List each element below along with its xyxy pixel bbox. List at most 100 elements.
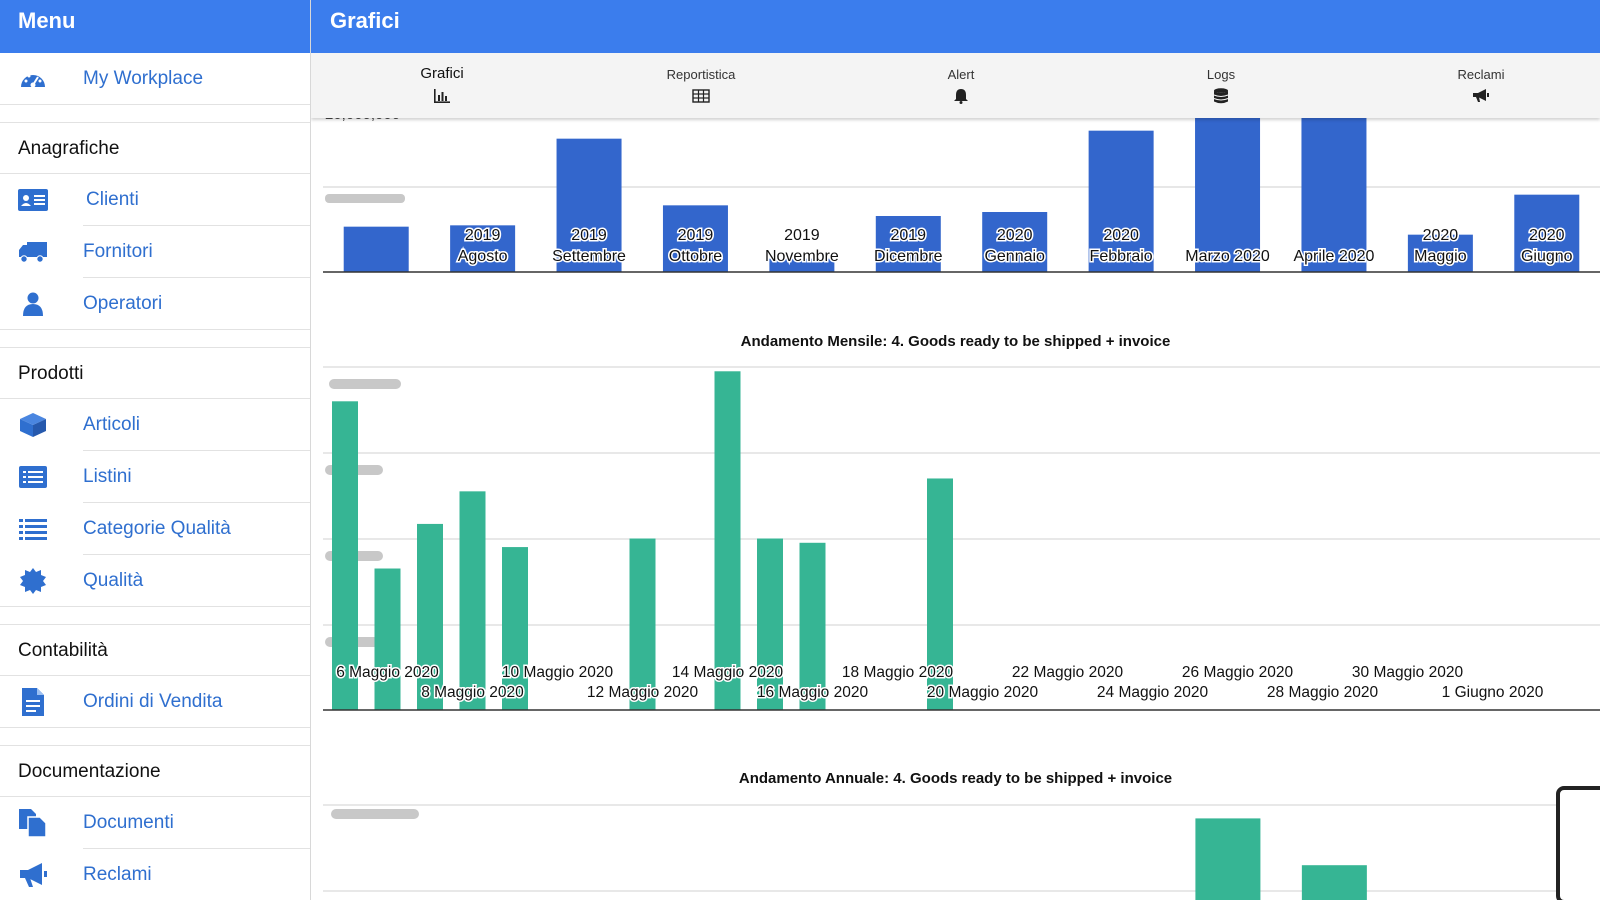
document-icon [18,688,48,716]
bar [1301,105,1367,272]
bar [1301,865,1367,900]
tab-label: Grafici [420,65,464,82]
bar-chart-icon [433,88,451,104]
sidebar-item-clienti[interactable]: Clienti [0,174,310,226]
megaphone-icon [18,861,48,889]
bar [714,371,741,710]
table-icon [692,88,710,104]
x-tick-label: Dicembre [874,248,943,265]
tab-label: Reportistica [666,67,736,82]
sidebar-item-label: Documenti [83,812,174,833]
megaphone-icon [1472,88,1490,104]
x-tick-label: 2020 [997,227,1033,244]
sidebar-item-label: Fornitori [83,241,153,262]
y-tick-label-blurred [331,809,419,819]
charts-area: 20,000,0002019Agosto2019Settembre2019Ott… [311,0,1600,900]
tab-reportistica[interactable]: Reportistica [601,53,801,118]
sidebar: Menu My Workplace Anagrafiche Clienti Fo… [0,0,311,900]
bar [982,212,1048,272]
database-icon [1212,88,1230,104]
section-anagrafiche: Anagrafiche [0,123,310,174]
tab-label: Logs [1206,67,1236,82]
x-tick-label: 2020 [1423,227,1459,244]
sidebar-item-reclami[interactable]: Reclami [0,849,310,900]
x-tick-label: Novembre [765,248,839,265]
bar [417,523,443,710]
x-tick-label: 12 Maggio 2020 [587,684,699,701]
sidebar-item-label: Operatori [83,293,163,314]
chart-monthly: 6 Maggio 2020 10 Maggio 2020 14 Maggio 202… [323,366,1600,711]
tab-alert[interactable]: Alert [861,53,1061,118]
sidebar-item-ordini-di-vendita[interactable]: Ordini di Vendita [0,676,310,728]
sidebar-item-label: Clienti [86,189,139,210]
x-tick-label: Settembre [552,248,626,265]
bar [1407,234,1473,272]
bar [556,138,622,272]
sidebar-item-label: Articoli [83,414,141,435]
sidebar-item-label: My Workplace [83,68,204,89]
tab-logs[interactable]: Logs [1121,53,1321,118]
tab-label: Alert [947,67,975,82]
x-tick-label: 14 Maggio 2020 [672,664,784,681]
x-tick-label: Maggio [1414,248,1467,265]
bar [343,226,409,272]
chart-annual-title: Andamento Annuale: 4. Goods ready to be … [738,770,1173,787]
tab-bar: Grafici Reportistica Alert Logs [311,53,1600,118]
chart-yearly-value: 20,000,0002019Agosto2019Settembre2019Ott… [323,105,1600,273]
x-tick-label: Febbraio [1090,248,1153,265]
x-tick-label: 2020 [1103,227,1139,244]
sidebar-item-listini[interactable]: Listini [0,451,310,503]
x-tick-label: 24 Maggio 2020 [1097,684,1209,701]
truck-icon [18,238,48,266]
tab-grafici[interactable]: Grafici [342,53,542,118]
copy-icon [18,809,48,837]
bar [629,538,656,710]
x-tick-label: 2020 [1529,227,1565,244]
page-title: Grafici [311,0,1600,53]
x-tick-label: 26 Maggio 2020 [1182,664,1294,681]
sidebar-item-articoli[interactable]: Articoli [0,399,310,451]
y-tick-label-blurred [325,194,405,203]
x-tick-label: 10 Maggio 2020 [502,664,614,681]
id-card-icon [18,186,48,214]
bar [927,478,953,710]
sidebar-item-operatori[interactable]: Operatori [0,278,310,330]
sidebar-item-categorie-qualita[interactable]: Categorie Qualità [0,503,310,555]
x-tick-label: 2019 [465,227,501,244]
main-content: 20,000,0002019Agosto2019Settembre2019Ott… [311,0,1600,900]
sidebar-item-label: Reclami [83,864,152,885]
x-tick-label: 22 Maggio 2020 [1012,664,1124,681]
chart-annual [323,804,1600,900]
tab-reclami[interactable]: Reclami [1381,53,1581,118]
bar [450,225,516,272]
sidebar-item-label: Qualità [83,570,144,591]
sidebar-item-documenti[interactable]: Documenti [0,797,310,849]
x-tick-label: Marzo 2020 [1185,248,1270,265]
sidebar-item-fornitori[interactable]: Fornitori [0,226,310,278]
sidebar-item-qualita[interactable]: Qualità [0,555,310,607]
bar [1514,194,1580,272]
x-tick-label: Aprile 2020 [1293,248,1374,265]
x-tick-label: 20 Maggio 2020 [927,684,1039,701]
bar [799,542,826,710]
bar [332,401,358,710]
bell-icon [952,88,970,104]
section-documentazione: Documentazione [0,746,310,797]
x-tick-label: Giugno [1521,248,1573,265]
x-tick-label: 1 Giugno 2020 [1442,684,1544,701]
x-tick-label: 2019 [571,227,607,244]
sidebar-item-my-workplace[interactable]: My Workplace [0,53,310,105]
user-icon [18,290,48,318]
bar [875,216,941,272]
device-preview-thumbnail [1556,786,1600,900]
x-tick-label: Agosto [458,248,508,265]
bar [1195,105,1261,272]
list-card-icon [18,463,48,491]
tab-label: Reclami [1457,67,1505,82]
bar [662,205,728,272]
bar [459,491,486,710]
bar [1195,818,1261,900]
sidebar-item-label: Listini [83,466,132,487]
box-icon [18,411,48,439]
bar [757,538,783,710]
